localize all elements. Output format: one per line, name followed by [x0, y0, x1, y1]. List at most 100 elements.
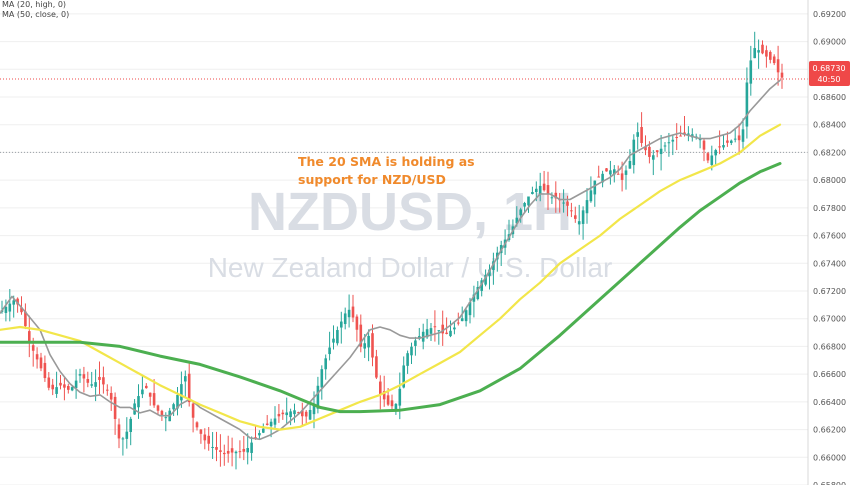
candle-body — [616, 173, 620, 175]
candle-body — [628, 160, 632, 169]
candle-body — [211, 446, 214, 448]
candle-body — [609, 170, 612, 175]
candle-body — [63, 384, 66, 388]
candle-body — [12, 300, 15, 305]
candle-body — [527, 196, 530, 206]
candle-body — [308, 410, 312, 420]
candle-body — [737, 135, 741, 141]
candle-body — [285, 412, 288, 416]
candle-body — [367, 335, 370, 348]
candle-body — [741, 129, 745, 142]
candle-body — [472, 294, 476, 302]
candle-body — [640, 127, 643, 144]
candle-body — [589, 190, 593, 202]
candle-body — [371, 333, 374, 358]
candle-body — [355, 316, 359, 330]
candle-body — [219, 450, 222, 452]
candle-body — [410, 346, 413, 356]
candle-body — [663, 145, 667, 147]
candle-body — [90, 384, 93, 386]
candle-body — [546, 185, 550, 195]
candle-body — [137, 396, 140, 408]
y-tick-label: 0.66000 — [813, 453, 846, 462]
candle-body — [121, 438, 125, 440]
candle-body — [730, 140, 733, 143]
candle-body — [441, 324, 444, 334]
candle-body — [312, 403, 316, 415]
candle-body — [148, 392, 152, 397]
candles-layer — [0, 31, 784, 470]
candle-body — [480, 280, 483, 291]
candle-body — [43, 362, 47, 379]
candle-body — [106, 389, 109, 391]
candle-body — [74, 380, 78, 389]
candle-body — [94, 382, 97, 387]
candle-body — [258, 433, 261, 436]
candle-body — [382, 391, 386, 400]
candle-body — [765, 50, 768, 57]
candle-body — [172, 404, 175, 410]
candle-body — [39, 357, 43, 369]
candle-body — [187, 373, 191, 403]
candle-body — [398, 388, 402, 406]
y-tick-label: 0.67000 — [813, 315, 846, 324]
y-tick-label: 0.66800 — [813, 342, 846, 351]
candle-body — [453, 327, 456, 330]
candle-body — [203, 434, 207, 441]
candle-body — [414, 340, 417, 346]
y-tick-label: 0.69200 — [813, 10, 846, 19]
candle-body — [320, 369, 324, 388]
candle-body — [402, 365, 405, 388]
candle-body — [351, 306, 355, 318]
candle-body — [141, 389, 144, 395]
candle-body — [297, 412, 300, 414]
current-price-tag: 0.68730 40:50 — [809, 61, 850, 86]
candle-body — [429, 328, 433, 334]
candle-body — [593, 180, 597, 195]
candle-body — [581, 210, 585, 224]
watermark-symbol: NZDUSD, 1H — [248, 182, 572, 242]
candle-body — [343, 313, 347, 325]
candle-body — [570, 210, 573, 212]
price-tag-background — [809, 61, 850, 86]
y-tick-label: 0.66200 — [813, 426, 846, 435]
candle-body — [293, 410, 296, 415]
candle-body — [460, 318, 464, 322]
candle-body — [726, 140, 729, 143]
candle-body — [242, 448, 246, 452]
candle-body — [531, 192, 534, 195]
watermark-name: New Zealand Dollar / U.S. Dollar — [208, 252, 613, 283]
candle-body — [82, 374, 86, 379]
candle-body — [55, 387, 58, 394]
candle-body — [484, 274, 487, 285]
candle-body — [585, 200, 589, 214]
candle-body — [566, 201, 569, 206]
candle-body — [176, 394, 179, 409]
legend-ma20: MA (20, high, 0) — [2, 0, 67, 9]
candle-body — [109, 392, 113, 400]
candle-body — [8, 303, 12, 312]
candle-body — [195, 422, 199, 428]
candle-body — [648, 146, 651, 157]
candle-body — [20, 307, 23, 313]
candle-body — [745, 82, 749, 127]
candle-body — [238, 451, 242, 453]
y-tick-label: 0.69000 — [813, 38, 846, 47]
candle-body — [304, 411, 308, 417]
candle-body — [316, 385, 320, 409]
candle-body — [145, 385, 148, 389]
candle-body — [191, 403, 195, 418]
candle-body — [519, 209, 522, 216]
candle-body — [394, 403, 398, 410]
candle-body — [605, 168, 608, 172]
candle-body — [152, 393, 156, 406]
ma50-line — [0, 123, 782, 431]
candle-body — [70, 387, 74, 391]
candle-body — [363, 343, 366, 349]
annotation-line-2: support for NZD/USD — [298, 172, 446, 187]
candle-body — [437, 330, 441, 332]
y-tick-label: 0.68200 — [813, 148, 846, 157]
candle-body — [776, 59, 780, 73]
